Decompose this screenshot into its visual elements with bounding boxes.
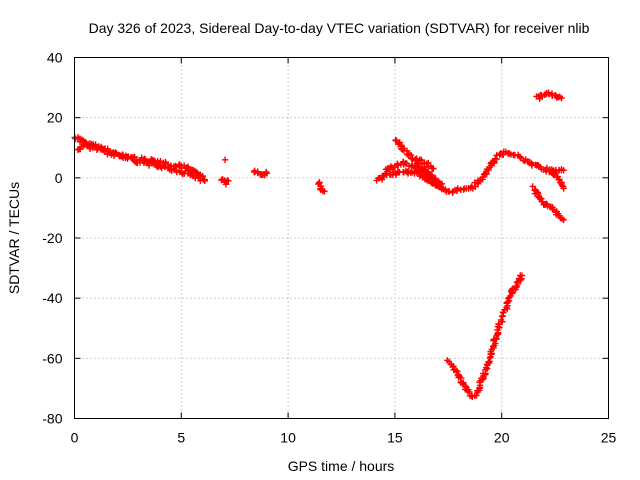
x-tick-label: 5 — [177, 430, 185, 446]
data-point-hump-arc — [413, 155, 420, 162]
data-point-deep-dip — [518, 272, 526, 279]
data-point-early-cluster — [172, 162, 179, 170]
data-point-short-arc-1 — [225, 177, 232, 185]
chart-title: Day 326 of 2023, Sidereal Day-to-day VTE… — [89, 20, 590, 36]
data-point-deep-dip — [506, 294, 513, 301]
y-tick-label: -40 — [42, 290, 62, 306]
x-tick-label: 20 — [494, 430, 510, 446]
y-tick-label: -60 — [42, 350, 62, 366]
data-point-early-cluster — [192, 168, 200, 176]
data-point-deep-dip — [452, 367, 460, 374]
grid — [74, 57, 609, 419]
data-point-deep-dip — [473, 392, 480, 399]
x-tick-label: 15 — [387, 430, 403, 446]
x-axis-title: GPS time / hours — [288, 458, 395, 474]
data-point-deep-dip — [513, 279, 521, 286]
y-tick-label: -20 — [42, 230, 62, 246]
data-point-evening-trend — [454, 185, 461, 192]
data-point-rising-arc — [428, 172, 436, 179]
x-tick-label: 25 — [601, 430, 617, 446]
y-axis-title: SDTVAR / TECUs — [6, 182, 22, 294]
data-point-deep-dip — [500, 309, 507, 317]
data-point-deep-dip — [497, 316, 505, 324]
data-point-evening-branch — [391, 164, 398, 171]
data-point-short-arc-3 — [321, 188, 328, 195]
y-tick-labels: -80 -60 -40 -20 0 20 40 — [42, 50, 62, 427]
data-point-rising-arc — [434, 179, 441, 186]
data-point-late-high — [558, 94, 565, 102]
data-point-deep-dip — [504, 298, 511, 306]
data-point-early-cluster — [199, 173, 206, 180]
data-point-isolated-point — [221, 156, 229, 163]
data-point-short-arc-2 — [263, 170, 270, 177]
data-point-hump-arc — [430, 165, 437, 173]
data-point-evening-trend — [560, 167, 567, 174]
y-tick-label: 0 — [55, 170, 63, 186]
data-points — [71, 89, 567, 400]
data-point-evening-trend — [543, 164, 551, 172]
x-tick-label: 0 — [71, 430, 79, 446]
data-point-evening-branch — [438, 180, 446, 188]
x-tick-label: 10 — [280, 430, 296, 446]
data-point-late-tail — [560, 185, 567, 192]
data-point-evening-trend — [516, 153, 524, 160]
data-point-evening-branch — [394, 162, 402, 169]
y-tick-label: -80 — [42, 411, 62, 427]
y-tick-label: 40 — [47, 50, 63, 66]
x-tick-labels: 0 5 10 15 20 25 — [71, 430, 617, 446]
plot-frame — [74, 57, 609, 419]
data-point-evening-trend — [493, 152, 500, 159]
data-point-late-falling — [560, 216, 567, 224]
data-point-evening-branch — [413, 167, 421, 174]
data-point-early-cluster — [125, 153, 132, 160]
y-tick-label: 20 — [47, 110, 63, 126]
data-point-main-trend — [201, 177, 208, 185]
data-point-late-falling — [529, 183, 536, 190]
